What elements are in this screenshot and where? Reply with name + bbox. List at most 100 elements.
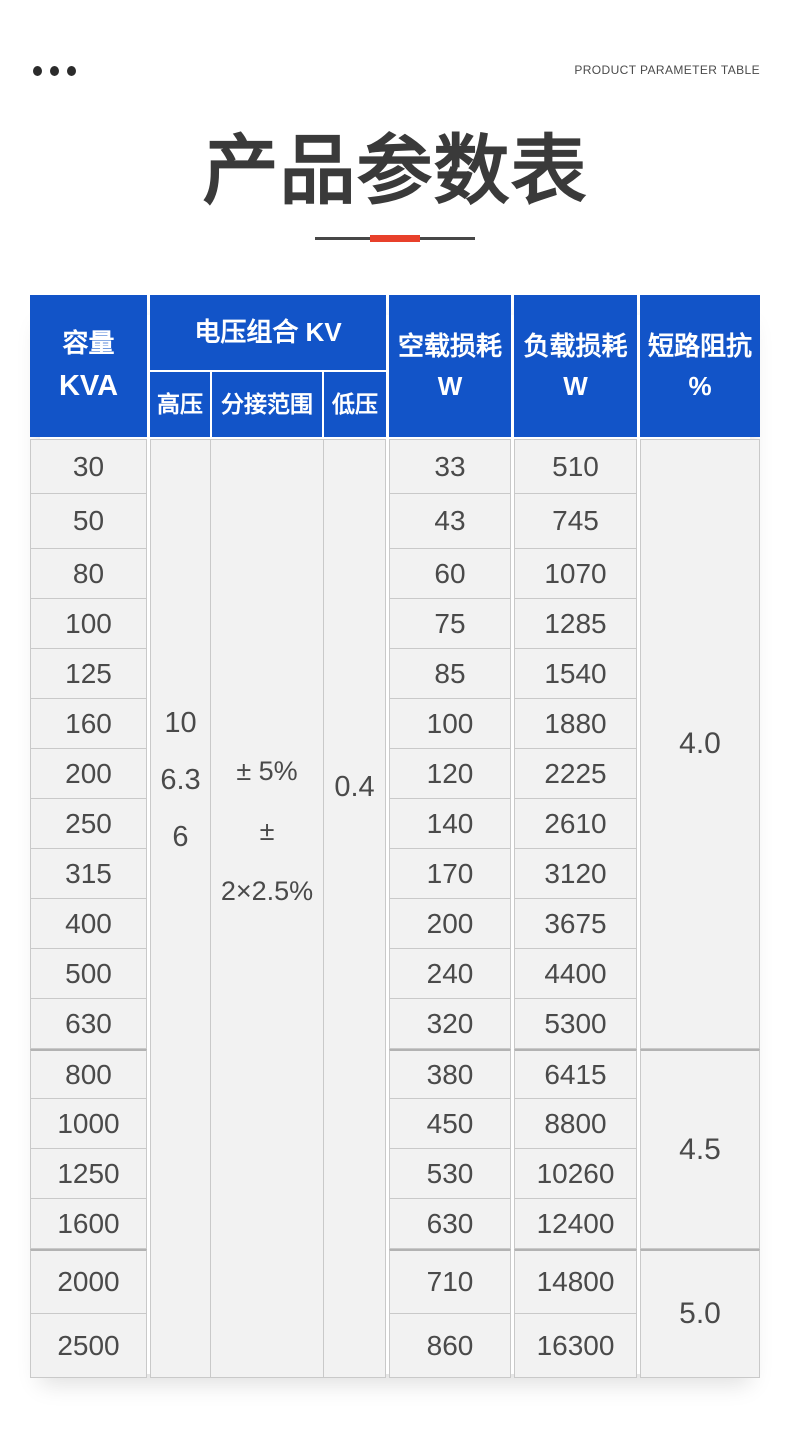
cell-no-load-loss: 60: [389, 549, 511, 599]
cell-capacity: 2500: [30, 1314, 147, 1378]
three-dots-icon: [33, 66, 76, 76]
cell-capacity: 80: [30, 549, 147, 599]
cell-load-loss: 1285: [514, 599, 637, 649]
cell-load-loss: 6415: [514, 1049, 637, 1099]
cell-load-loss: 10260: [514, 1149, 637, 1199]
header-capacity-line2: KVA: [58, 369, 119, 402]
voltage-columns: 10 6.3 6 ± 5% ± 2×2.5% 0.4: [150, 439, 386, 1378]
cell-capacity: 800: [30, 1049, 147, 1099]
cell-impedance-group: 5.0: [640, 1249, 760, 1378]
hv-value: 6.3: [160, 764, 201, 796]
cell-capacity: 315: [30, 849, 147, 899]
header-tap-range: 分接范围: [212, 372, 322, 437]
column-lv-value: 0.4: [323, 439, 386, 1378]
header-lv: 低压: [324, 372, 386, 437]
dot-icon: [33, 66, 42, 76]
column-capacity: 30 50 80 100 125 160 200 250 315 400 500 630 800 1000…: [30, 439, 147, 1378]
cell-load-loss: 3120: [514, 849, 637, 899]
header-impedance-line2: %: [688, 371, 712, 401]
lv-values: 0.4: [324, 440, 385, 816]
header-lv-label: 低压: [332, 391, 378, 417]
cell-no-load-loss: 630: [389, 1199, 511, 1249]
dot-icon: [50, 66, 59, 76]
header-impedance-line1: 短路阻抗: [647, 330, 752, 361]
header-no-load-line2: W: [437, 371, 463, 401]
header-load-line2: W: [563, 371, 588, 401]
cell-no-load-loss: 710: [389, 1249, 511, 1314]
cell-capacity: 50: [30, 494, 147, 549]
cell-load-loss: 1880: [514, 699, 637, 749]
cell-load-loss: 8800: [514, 1099, 637, 1149]
cell-capacity: 125: [30, 649, 147, 699]
cell-no-load-loss: 860: [389, 1314, 511, 1378]
header-no-load-loss: 空载损耗 W: [389, 295, 511, 437]
title-underline-accent: [370, 235, 420, 242]
cell-load-loss: 1540: [514, 649, 637, 699]
page-subtitle: PRODUCT PARAMETER TABLE: [574, 63, 760, 77]
cell-load-loss: 2225: [514, 749, 637, 799]
column-impedance: 4.0 4.5 5.0: [640, 439, 760, 1378]
tap-range-value: ± 2×2.5%: [220, 816, 314, 906]
header-no-load-line1: 空载损耗: [397, 330, 502, 361]
cell-capacity: 630: [30, 999, 147, 1049]
cell-no-load-loss: 120: [389, 749, 511, 799]
page-title: 产品参数表: [202, 129, 588, 214]
cell-load-loss: 12400: [514, 1199, 637, 1249]
cell-no-load-loss: 380: [389, 1049, 511, 1099]
hv-values: 10 6.3 6: [151, 440, 210, 866]
header-hv: 高压: [150, 372, 210, 437]
cell-load-loss: 1070: [514, 549, 637, 599]
cell-no-load-loss: 320: [389, 999, 511, 1049]
header-impedance: 短路阻抗 %: [640, 295, 760, 437]
hv-value: 6: [172, 821, 189, 853]
cell-no-load-loss: 43: [389, 494, 511, 549]
column-tap-range-values: ± 5% ± 2×2.5%: [210, 439, 324, 1378]
cell-load-loss: 2610: [514, 799, 637, 849]
top-bar: PRODUCT PARAMETER TABLE: [33, 60, 760, 82]
cell-capacity: 400: [30, 899, 147, 949]
cell-no-load-loss: 200: [389, 899, 511, 949]
column-load-loss: 510 745 1070 1285 1540 1880 2225 2610 3120 3675 44…: [514, 439, 637, 1378]
cell-load-loss: 510: [514, 439, 637, 494]
header-voltage-group: 电压组合 KV: [150, 295, 386, 370]
cell-no-load-loss: 85: [389, 649, 511, 699]
cell-load-loss: 3675: [514, 899, 637, 949]
title-underline: [315, 235, 475, 242]
product-parameter-table: 容量 KVA 电压组合 KV 高压 分接范围 低压 空载损耗 W 负载损耗 W …: [30, 295, 760, 1378]
header-capacity: 容量 KVA: [30, 295, 147, 437]
cell-capacity: 100: [30, 599, 147, 649]
cell-load-loss: 16300: [514, 1314, 637, 1378]
cell-capacity: 2000: [30, 1249, 147, 1314]
column-hv-values: 10 6.3 6: [150, 439, 211, 1378]
cell-capacity: 250: [30, 799, 147, 849]
cell-capacity: 1250: [30, 1149, 147, 1199]
header-capacity-line1: 容量: [62, 328, 115, 359]
cell-load-loss: 745: [514, 494, 637, 549]
cell-no-load-loss: 140: [389, 799, 511, 849]
hv-value: 10: [164, 707, 197, 739]
cell-load-loss: 14800: [514, 1249, 637, 1314]
cell-capacity: 160: [30, 699, 147, 749]
cell-no-load-loss: 530: [389, 1149, 511, 1199]
cell-no-load-loss: 170: [389, 849, 511, 899]
cell-impedance-group: 4.0: [640, 439, 760, 1049]
column-no-load-loss: 33 43 60 75 85 100 120 140 170 200 240 320 380 450 530…: [389, 439, 511, 1378]
cell-no-load-loss: 33: [389, 439, 511, 494]
lv-value: 0.4: [334, 771, 375, 803]
tap-range-value: ± 5%: [236, 756, 298, 786]
cell-load-loss: 4400: [514, 949, 637, 999]
cell-capacity: 500: [30, 949, 147, 999]
cell-capacity: 1000: [30, 1099, 147, 1149]
header-tap-range-label: 分接范围: [221, 391, 313, 417]
header-hv-label: 高压: [157, 391, 203, 417]
tap-range-values: ± 5% ± 2×2.5%: [211, 440, 323, 921]
header-load-loss: 负载损耗 W: [514, 295, 637, 437]
cell-impedance-group: 4.5: [640, 1049, 760, 1249]
cell-no-load-loss: 450: [389, 1099, 511, 1149]
header-voltage-group-label: 电压组合 KV: [194, 317, 342, 348]
header-load-line1: 负载损耗: [523, 330, 628, 361]
cell-load-loss: 5300: [514, 999, 637, 1049]
cell-no-load-loss: 75: [389, 599, 511, 649]
cell-no-load-loss: 100: [389, 699, 511, 749]
